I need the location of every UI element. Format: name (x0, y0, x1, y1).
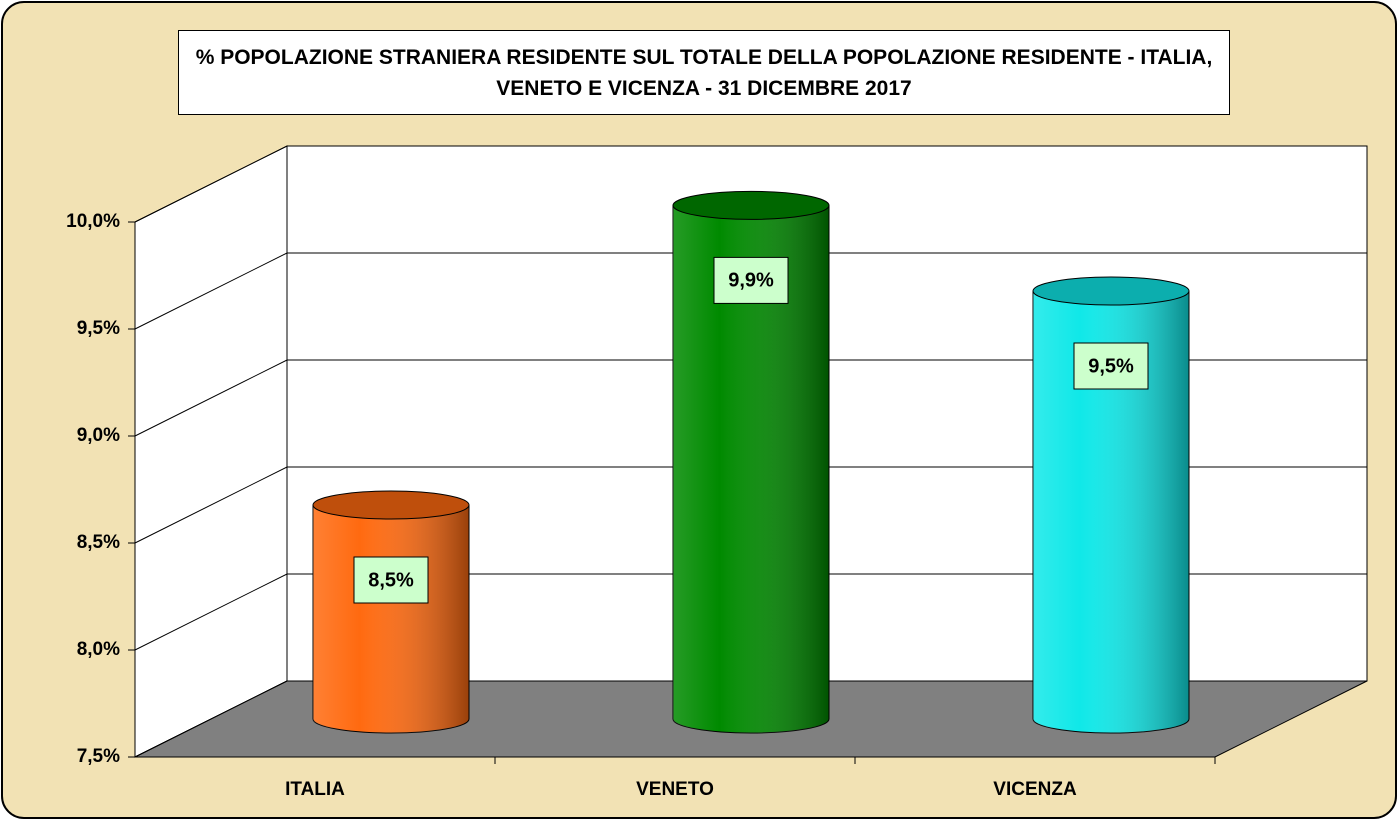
y-tick-label: 7,5% (77, 746, 120, 767)
y-tick-label: 9,0% (77, 425, 120, 446)
plot-area: 7,5% 8,0% 8,5% 9,0% 9,5% 10,0% ITALIA 8,5% VENET… (66, 145, 1368, 800)
value-label-box (713, 256, 789, 304)
value-label-box (353, 556, 429, 604)
y-tick-label: 8,5% (77, 532, 120, 553)
x-tick-label: VENETO (636, 779, 714, 800)
cylinder-shade (313, 505, 469, 733)
grid-line (134, 145, 1367, 223)
side-wall (134, 145, 288, 758)
chart-title: % POPOLAZIONE STRANIERA RESIDENTE SUL TO… (178, 30, 1230, 115)
value-label-box (1073, 342, 1149, 390)
grid-line (134, 466, 1367, 544)
value-label: 9,5% (1088, 355, 1134, 377)
value-label: 9,9% (728, 270, 774, 292)
x-tick-label: VICENZA (993, 779, 1077, 800)
y-tick-label: 10,0% (66, 211, 120, 232)
cylinder-top (312, 490, 470, 520)
cylinder-top (672, 190, 830, 220)
value-label: 8,5% (368, 569, 414, 591)
y-tick-label: 9,5% (77, 318, 120, 339)
cylinder-shade (673, 205, 829, 733)
y-tick-label: 8,0% (77, 639, 120, 660)
cylinder: 9,9% (672, 190, 830, 734)
x-tick-label: ITALIA (285, 779, 345, 800)
cylinder: 8,5% (312, 490, 470, 734)
cylinder-top-shade (1033, 277, 1189, 305)
grid-line (134, 359, 1367, 437)
grid-line (134, 680, 1367, 758)
cylinder-top-shade (673, 191, 829, 220)
cylinder-shade (1033, 291, 1189, 733)
cylinder-top (1032, 276, 1190, 306)
cylinder-top-shade (313, 491, 469, 519)
grid-line (134, 573, 1367, 651)
cylinder: 9,5% (1032, 276, 1190, 734)
grid-line (134, 252, 1367, 330)
